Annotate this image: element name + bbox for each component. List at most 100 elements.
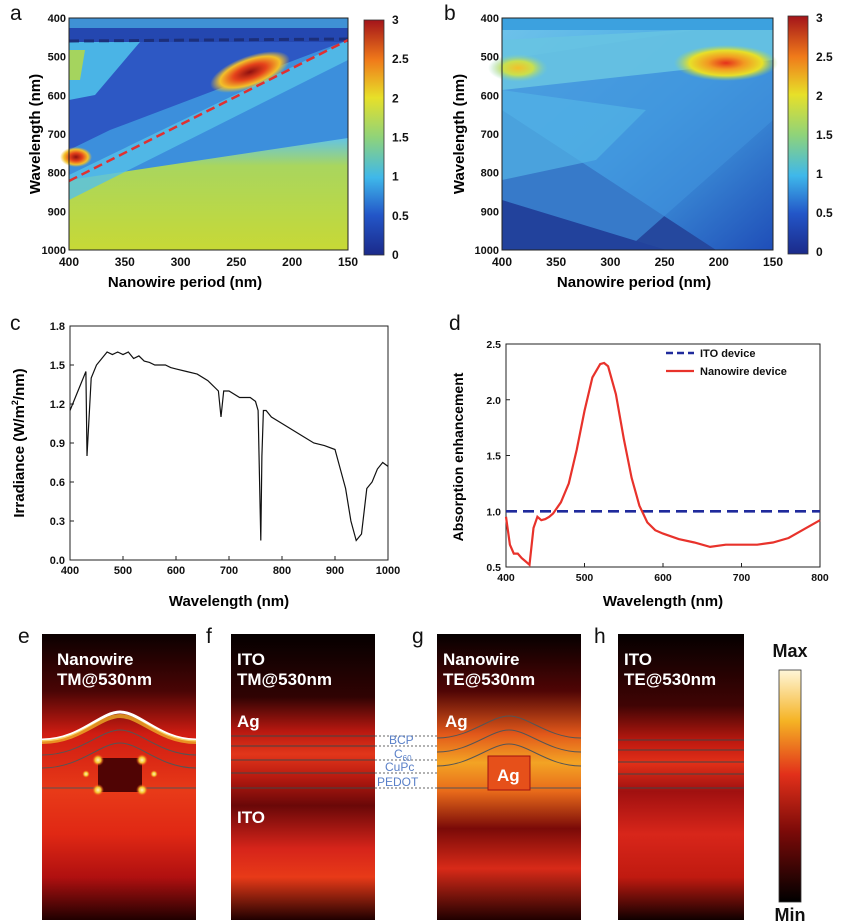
- heatmap-a: 400 500 600 700 800 900 1000 400 350 300 250 200 15…: [27, 13, 409, 291]
- panel-label-a: a: [10, 2, 22, 25]
- x-tick-label: 400: [59, 255, 79, 269]
- heatmap-a-ylabel: Wavelength (nm): [27, 74, 44, 194]
- chart-d-xlabel: Wavelength (nm): [603, 593, 723, 610]
- y-tick-label: 1.2: [50, 399, 65, 411]
- colorbar-tick-label: 1: [392, 170, 399, 184]
- panel-label-d: d: [449, 312, 461, 335]
- y-tick-label: 0.3: [50, 516, 65, 528]
- colorbar-tick-label: 0: [816, 245, 823, 259]
- heatmap-b-ylabel: Wavelength (nm): [451, 74, 468, 194]
- colorbar-tick-label: 0.5: [816, 206, 833, 220]
- field-maps: BCP C60 CuPc PEDOT Max Min: [41, 634, 808, 923]
- panel-label-e: e: [18, 625, 30, 648]
- chart-c-xlabel: Wavelength (nm): [169, 593, 289, 610]
- x-tick-label: 350: [115, 255, 135, 269]
- x-tick-label: 800: [273, 565, 291, 577]
- panel-label-h: h: [594, 625, 606, 648]
- field-f-ag: Ag: [237, 712, 260, 731]
- panel-label-c: c: [10, 312, 21, 335]
- x-tick-label: 250: [655, 255, 675, 269]
- field-map-h: [618, 634, 744, 920]
- series-nanowire-device: [504, 361, 821, 568]
- x-tick-label: 350: [546, 255, 566, 269]
- series-line: [69, 351, 389, 542]
- y-tick-label: 1.8: [50, 321, 65, 333]
- colorbar-tick-label: 3: [392, 13, 399, 27]
- field-colorbar: [778, 669, 802, 903]
- y-tick-label: 1.5: [50, 360, 65, 372]
- colorbar-tick-label: 1.5: [392, 131, 409, 145]
- y-tick-label: 0.6: [50, 477, 65, 489]
- colorbar-min-label: Min: [775, 905, 806, 923]
- y-tick-label: 0.9: [50, 438, 65, 450]
- colorbar-tick-label: 3: [816, 11, 823, 25]
- field-g-ag: Ag: [445, 712, 468, 731]
- y-tick-label: 900: [481, 206, 499, 218]
- layer-pedot: PEDOT: [377, 775, 419, 789]
- legend: ITO device Nanowire device: [666, 348, 787, 378]
- field-g-title: Nanowire TE@530nm: [443, 650, 536, 689]
- x-tick-label: 400: [61, 565, 79, 577]
- y-tick-label: 0.0: [50, 555, 65, 567]
- chart-c: 400 500 600 700 800 900 1000 0.0 0.3 0.6 0.9 1.2 1.5…: [10, 321, 400, 610]
- y-tick-label: 2.5: [486, 339, 501, 351]
- x-tick-label: 800: [811, 572, 829, 584]
- x-tick-label: 150: [763, 255, 783, 269]
- colorbar-tick-label: 2: [816, 89, 823, 103]
- field-g-ag-center: Ag: [497, 766, 520, 785]
- y-tick-label: 900: [48, 206, 66, 218]
- panel-label-b: b: [444, 2, 456, 25]
- y-tick-label: 1000: [42, 245, 66, 257]
- x-tick-label: 900: [326, 565, 344, 577]
- y-tick-label: 800: [481, 168, 499, 180]
- colorbar-tick-label: 2.5: [816, 50, 833, 64]
- x-tick-label: 700: [733, 572, 751, 584]
- field-f-title: ITO TM@530nm: [237, 650, 332, 689]
- colorbar-tick-label: 0: [392, 248, 399, 262]
- colorbar-tick-label: 0.5: [392, 209, 409, 223]
- chart-d-ylabel: Absorption enhancement: [450, 372, 466, 541]
- field-map-g: [436, 634, 582, 920]
- y-tick-label: 2.0: [486, 395, 501, 407]
- layer-cupc: CuPc: [385, 760, 414, 774]
- y-tick-label: 1.0: [486, 506, 501, 518]
- x-tick-label: 400: [492, 255, 512, 269]
- layer-c60: C60: [394, 747, 412, 763]
- y-tick-label: 400: [48, 13, 66, 25]
- x-tick-label: 150: [338, 255, 358, 269]
- field-e-title: Nanowire TM@530nm: [57, 650, 152, 689]
- colorbar-a: [363, 19, 385, 256]
- field-f-ito: ITO: [237, 808, 266, 827]
- heatmap-b-xlabel: Nanowire period (nm): [557, 274, 711, 291]
- y-tick-label: 0.5: [486, 562, 501, 574]
- overlay-line-blue: [68, 37, 349, 43]
- y-tick-label: 700: [48, 129, 66, 141]
- x-tick-label: 700: [220, 565, 238, 577]
- x-tick-label: 200: [282, 255, 302, 269]
- legend-ito-device: ITO device: [700, 348, 755, 360]
- x-tick-label: 300: [600, 255, 620, 269]
- overlay-line-red: [68, 38, 349, 183]
- chart-d: 400 500 600 700 800 0.5 1.0 1.5 2.0 2.5 ITO devic…: [450, 339, 829, 610]
- x-tick-label: 1000: [376, 565, 400, 577]
- field-h-title: ITO TE@530nm: [624, 650, 717, 689]
- legend-nanowire-device: Nanowire device: [700, 366, 787, 378]
- x-tick-label: 300: [171, 255, 191, 269]
- y-tick-label: 1000: [475, 245, 499, 257]
- y-tick-label: 600: [48, 90, 66, 102]
- colorbar-tick-label: 2.5: [392, 52, 409, 66]
- x-tick-label: 200: [709, 255, 729, 269]
- colorbar-tick-label: 2: [392, 91, 399, 105]
- y-tick-label: 800: [48, 168, 66, 180]
- layer-bcp: BCP: [389, 733, 414, 747]
- colorbar-b: [787, 15, 809, 255]
- y-tick-label: 700: [481, 129, 499, 141]
- x-tick-label: 500: [576, 572, 594, 584]
- colorbar-tick-label: 1: [816, 167, 823, 181]
- layer-labels: BCP C60 CuPc PEDOT: [375, 733, 437, 789]
- x-tick-label: 400: [497, 572, 515, 584]
- field-map-f: [231, 634, 375, 920]
- y-tick-label: 1.5: [486, 451, 501, 463]
- panel-label-f: f: [206, 625, 212, 648]
- heatmap-b: 400 500 600 700 800 900 1000 400 350 300 250 200 15…: [451, 11, 833, 291]
